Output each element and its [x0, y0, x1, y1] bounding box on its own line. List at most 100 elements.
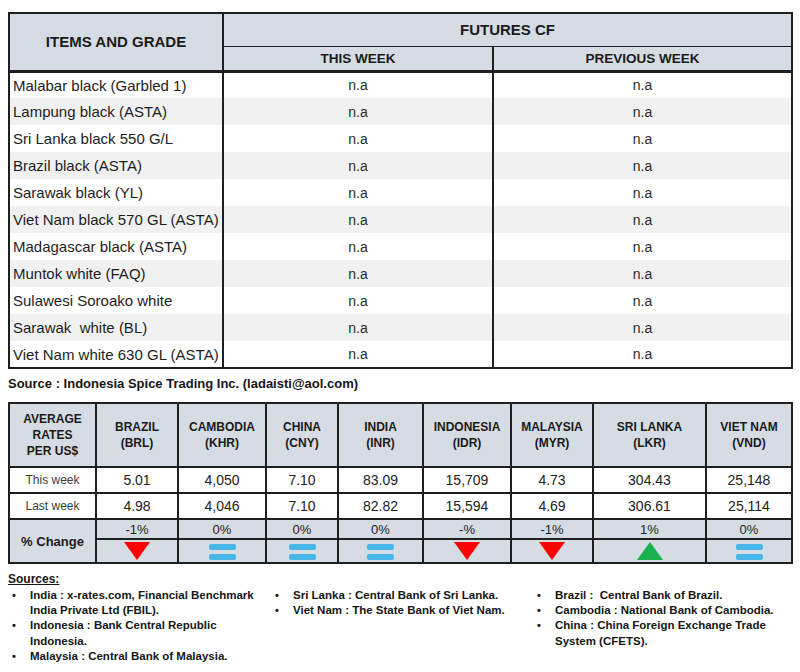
source-text: Malaysia : Central Bank of Malaysia. [30, 649, 228, 664]
table-row: Lampung black (ASTA)n.an.a [9, 98, 792, 125]
bullet-icon [537, 618, 555, 648]
this-week-value: n.a [223, 233, 493, 260]
trend-cell [706, 539, 792, 563]
item-grade-label: Madagascar black (ASTA) [9, 233, 223, 260]
sources-column-3: Brazil : Central Bank of Brazil. Cambodi… [533, 588, 791, 664]
list-item: India : x-rates.com, Financial Benchmark… [12, 588, 271, 618]
country-label: CHINA [267, 419, 337, 435]
trend-icon [367, 544, 394, 550]
column-header-india: INDIA(INR) [338, 403, 423, 467]
column-header-sri-lanka: SRI LANKA(LKR) [593, 403, 706, 467]
item-grade-label: Malabar black (Garbled 1) [9, 71, 223, 98]
percent-change-value: -% [423, 519, 511, 539]
source-text: Viet Nam : The State Bank of Viet Nam. [293, 603, 505, 618]
rate-value: 7.10 [266, 467, 338, 493]
list-item: Sri Lanka : Central Bank of Sri Lanka. [275, 588, 533, 603]
rate-value: 25,114 [706, 493, 792, 519]
previous-week-value: n.a [493, 125, 792, 152]
trend-icon [124, 542, 150, 560]
row-label-percent-change: % Change [9, 519, 96, 563]
percent-change-value: 0% [266, 519, 338, 539]
rate-value: 304.43 [593, 467, 706, 493]
column-header-china: CHINA(CNY) [266, 403, 338, 467]
bullet-icon [12, 649, 30, 664]
this-week-row: This week 5.01 4,050 7.10 83.09 15,709 4… [9, 467, 792, 493]
source-text: Sri Lanka : Central Bank of Sri Lanka. [293, 588, 498, 603]
sources-section: Sources: India : x-rates.com, Financial … [8, 572, 791, 664]
table-row: Sulawesi Soroako whiten.an.a [9, 287, 792, 314]
trend-cell [593, 539, 706, 563]
item-grade-label: Lampung black (ASTA) [9, 98, 223, 125]
rate-value: 4.98 [96, 493, 178, 519]
bullet-icon [12, 588, 30, 618]
trend-icon [539, 542, 565, 560]
rate-value: 4.69 [511, 493, 593, 519]
this-week-value: n.a [223, 125, 493, 152]
trend-icon [289, 544, 316, 550]
previous-week-value: n.a [493, 341, 792, 368]
list-item: Indonesia : Bank Central Republic Indone… [12, 618, 271, 648]
source-attribution: Source : Indonesia Spice Trading Inc. (l… [8, 376, 791, 391]
bullet-icon [275, 603, 293, 618]
source-text: Cambodia : National Bank of Cambodia. [555, 603, 774, 618]
item-grade-label: Viet Nam white 630 GL (ASTA) [9, 341, 223, 368]
trend-cell [96, 539, 178, 563]
trend-cell [178, 539, 266, 563]
country-label: CAMBODIA [179, 419, 265, 435]
country-label: INDONESIA [424, 419, 510, 435]
currency-label: (LKR) [594, 435, 705, 451]
this-week-value: n.a [223, 287, 493, 314]
rate-value: 82.82 [338, 493, 423, 519]
table-row: Malabar black (Garbled 1)n.an.a [9, 71, 792, 98]
last-week-row: Last week 4.98 4,046 7.10 82.82 15,594 4… [9, 493, 792, 519]
table-row: Brazil black (ASTA)n.an.a [9, 152, 792, 179]
item-grade-label: Sarawak white (BL) [9, 314, 223, 341]
trend-icon [637, 542, 663, 560]
this-week-value: n.a [223, 152, 493, 179]
trend-cell [423, 539, 511, 563]
column-header-malaysia: MALAYSIA(MYR) [511, 403, 593, 467]
bullet-icon [537, 588, 555, 603]
trend-cell [511, 539, 593, 563]
rate-value: 15,594 [423, 493, 511, 519]
bullet-icon [12, 618, 30, 648]
list-item: Malaysia : Central Bank of Malaysia. [12, 649, 271, 664]
country-label: VIET NAM [707, 419, 791, 435]
this-week-value: n.a [223, 314, 493, 341]
country-label: INDIA [339, 419, 422, 435]
country-label: SRI LANKA [594, 419, 705, 435]
previous-week-value: n.a [493, 260, 792, 287]
trend-icon [209, 544, 236, 550]
rate-value: 4.73 [511, 467, 593, 493]
rate-value: 7.10 [266, 493, 338, 519]
this-week-value: n.a [223, 260, 493, 287]
percent-change-value: 0% [338, 519, 423, 539]
percent-change-value: 0% [178, 519, 266, 539]
table-row: Madagascar black (ASTA)n.an.a [9, 233, 792, 260]
rate-value: 4,050 [178, 467, 266, 493]
rate-value: 306.61 [593, 493, 706, 519]
column-header-brazil: BRAZIL(BRL) [96, 403, 178, 467]
item-grade-label: Sri Lanka black 550 G/L [9, 125, 223, 152]
items-and-grade-header: ITEMS AND GRADE [9, 13, 223, 71]
row-label-last-week: Last week [9, 493, 96, 519]
previous-week-value: n.a [493, 314, 792, 341]
table-row: Sarawak white (BL)n.an.a [9, 314, 792, 341]
trend-indicator-row [9, 539, 792, 563]
trend-icon [454, 542, 480, 560]
rate-value: 15,709 [423, 467, 511, 493]
sources-column-2: Sri Lanka : Central Bank of Sri Lanka. V… [271, 588, 533, 664]
rate-value: 25,148 [706, 467, 792, 493]
sources-heading: Sources: [8, 572, 791, 586]
item-grade-label: Viet Nam black 570 GL (ASTA) [9, 206, 223, 233]
sources-column-1: India : x-rates.com, Financial Benchmark… [8, 588, 271, 664]
this-week-value: n.a [223, 179, 493, 206]
bullet-icon [275, 588, 293, 603]
bullet-icon [537, 603, 555, 618]
table-row: Sri Lanka black 550 G/Ln.an.a [9, 125, 792, 152]
percent-change-row: % Change -1% 0% 0% 0% -% -1% 1% 0% [9, 519, 792, 539]
source-text: Indonesia : Bank Central Republic Indone… [30, 618, 257, 648]
source-text: China : China Foreign Exchange Trade Sys… [555, 618, 777, 648]
currency-label: (MYR) [512, 435, 592, 451]
item-grade-label: Sulawesi Soroako white [9, 287, 223, 314]
